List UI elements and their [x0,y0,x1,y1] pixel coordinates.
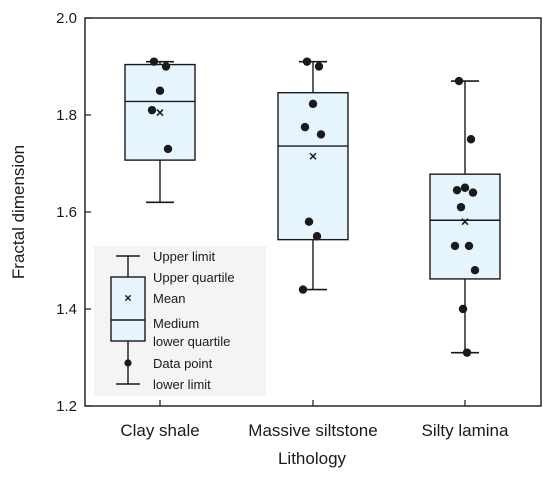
box-series [124,57,501,357]
data-point [316,130,326,139]
mean-marker [461,218,469,226]
mean-marker [156,109,164,117]
legend: Upper limit Upper quartile Mean Medium lower… [94,246,266,396]
data-point [149,57,159,66]
x-tick-label: Silty lamina [422,421,509,440]
legend-label: Upper limit [153,249,216,264]
y-tick-label: 1.2 [56,398,77,415]
data-point [470,266,480,275]
data-point [300,122,310,132]
y-axis: 1.2 1.4 1.6 1.8 2.0 [56,10,91,415]
legend-label: Upper quartile [153,270,235,285]
data-point [163,144,173,154]
box-3 [429,76,501,357]
x-tick-label: Massive siltstone [248,421,377,440]
legend-label: Medium [153,316,199,331]
data-point [302,57,312,66]
legend-mean [124,294,132,302]
x-axis: Clay shale Massive siltstone Silty lamina [120,400,509,440]
y-tick-label: 1.6 [56,204,77,221]
box-1 [124,57,196,204]
data-point [147,105,157,115]
data-point [155,86,165,95]
data-point [314,62,324,71]
mean-marker-stroke [309,152,317,160]
data-point [456,202,466,212]
y-tick-label: 1.4 [56,301,77,318]
data-point [304,217,314,226]
legend-label: lower limit [153,377,211,392]
data-point [298,285,308,294]
data-point [308,99,318,109]
x-tick-label: Clay shale [120,421,199,440]
data-point [466,135,476,144]
data-point [462,348,472,357]
data-point [161,62,171,71]
y-axis-title: Fractal dimension [9,145,28,279]
data-point [464,241,474,251]
legend-point [124,359,132,367]
data-point [460,183,470,192]
iqr-box [277,91,349,241]
data-point [458,304,468,314]
legend-label: Mean [153,291,186,306]
data-point [312,232,322,241]
y-tick-label: 2.0 [56,10,77,27]
mean-marker-stroke [156,109,164,117]
box-2 [277,57,349,294]
legend-label: lower quartile [153,334,230,349]
data-point [450,241,460,251]
y-tick-label: 1.8 [56,107,77,124]
mean-marker [309,152,317,160]
mean-marker-stroke [461,218,469,226]
data-point [454,76,464,86]
x-axis-title: Lithology [278,449,347,468]
data-point [468,188,478,197]
legend-box [110,276,146,342]
data-point [452,185,462,195]
legend-label: Data point [153,356,213,371]
